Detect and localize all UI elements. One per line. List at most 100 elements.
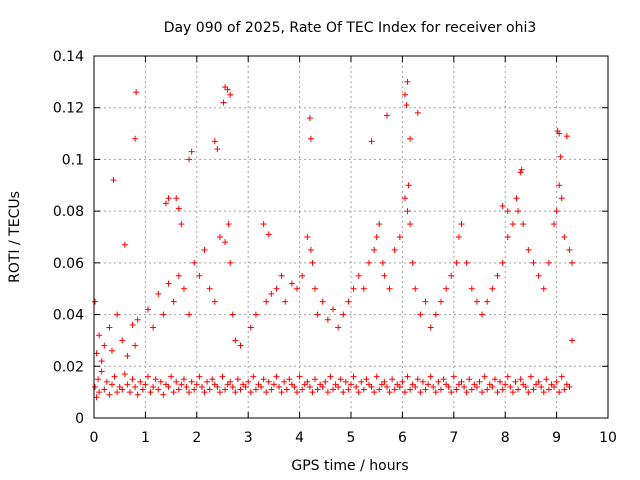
data-point — [491, 376, 498, 383]
data-point — [481, 373, 488, 380]
data-point — [237, 342, 244, 349]
data-point — [386, 389, 393, 396]
data-point — [335, 383, 342, 390]
data-point — [282, 298, 289, 305]
data-point — [448, 272, 455, 279]
data-point — [211, 298, 218, 305]
data-point — [340, 389, 347, 396]
data-point — [497, 378, 504, 385]
data-point — [116, 383, 123, 390]
data-point — [404, 373, 411, 380]
data-point — [245, 378, 252, 385]
data-point — [222, 84, 229, 91]
data-point — [126, 389, 133, 396]
data-point — [240, 381, 247, 388]
data-point — [129, 376, 136, 383]
data-point — [376, 221, 383, 228]
data-point — [224, 381, 231, 388]
data-point — [355, 272, 362, 279]
data-point — [309, 389, 316, 396]
x-tick-label: 8 — [501, 430, 510, 446]
data-point — [365, 259, 372, 266]
data-point — [165, 383, 172, 390]
data-point — [376, 386, 383, 393]
data-point — [108, 347, 115, 354]
data-point — [335, 324, 342, 331]
data-point — [515, 386, 522, 393]
data-point — [350, 285, 357, 292]
data-point — [383, 112, 390, 119]
x-tick-label: 1 — [141, 430, 150, 446]
data-point — [206, 285, 213, 292]
data-point — [548, 381, 555, 388]
data-point — [556, 389, 563, 396]
data-point — [538, 383, 545, 390]
data-point — [453, 259, 460, 266]
data-point — [188, 378, 195, 385]
data-point — [160, 311, 167, 318]
x-tick-label: 10 — [599, 430, 617, 446]
data-point — [417, 389, 424, 396]
data-point — [502, 381, 509, 388]
data-point — [147, 389, 154, 396]
data-point — [186, 311, 193, 318]
data-point — [108, 381, 115, 388]
data-point — [144, 373, 151, 380]
data-point — [296, 373, 303, 380]
data-point — [170, 298, 177, 305]
data-point — [225, 221, 232, 228]
data-point — [401, 389, 408, 396]
data-point — [432, 389, 439, 396]
data-point — [314, 311, 321, 318]
data-point — [513, 195, 520, 202]
data-point — [283, 386, 290, 393]
data-point — [455, 234, 462, 240]
data-point — [373, 234, 380, 240]
data-point — [563, 381, 570, 388]
data-point — [142, 381, 149, 388]
data-point — [196, 373, 203, 380]
data-point — [139, 386, 146, 393]
data-point — [409, 381, 416, 388]
data-point — [427, 324, 434, 331]
data-point — [556, 182, 563, 189]
data-point — [543, 376, 550, 383]
x-tick-label: 4 — [295, 430, 304, 446]
data-point — [557, 153, 564, 160]
data-point — [155, 290, 162, 297]
data-point — [391, 386, 398, 393]
x-tick-label: 6 — [398, 430, 407, 446]
data-point — [222, 239, 229, 246]
data-point — [558, 195, 565, 202]
data-point — [252, 386, 259, 393]
data-point — [224, 86, 231, 93]
data-point — [214, 383, 221, 390]
data-point — [322, 378, 329, 385]
x-tick-label: 2 — [192, 430, 201, 446]
data-point — [186, 156, 193, 163]
data-point — [545, 259, 552, 266]
data-point — [309, 259, 316, 266]
data-point — [489, 285, 496, 292]
data-point — [260, 376, 267, 383]
data-point — [466, 376, 473, 383]
x-axis-label: GPS time / hours — [291, 458, 408, 474]
data-point — [471, 381, 478, 388]
data-point — [509, 389, 516, 396]
data-point — [412, 285, 419, 292]
data-point — [520, 221, 527, 228]
data-point — [317, 381, 324, 388]
x-tick-label: 7 — [449, 430, 458, 446]
data-point — [193, 381, 200, 388]
data-point — [110, 177, 117, 184]
data-point — [314, 386, 321, 393]
data-point — [124, 352, 131, 359]
y-axis-label: ROTI / TECUs — [7, 191, 23, 283]
data-point — [463, 259, 470, 266]
data-point — [530, 259, 537, 266]
data-point — [220, 99, 227, 106]
data-point — [93, 350, 100, 357]
data-point — [450, 373, 457, 380]
data-point — [222, 386, 229, 393]
data-point — [425, 381, 432, 388]
